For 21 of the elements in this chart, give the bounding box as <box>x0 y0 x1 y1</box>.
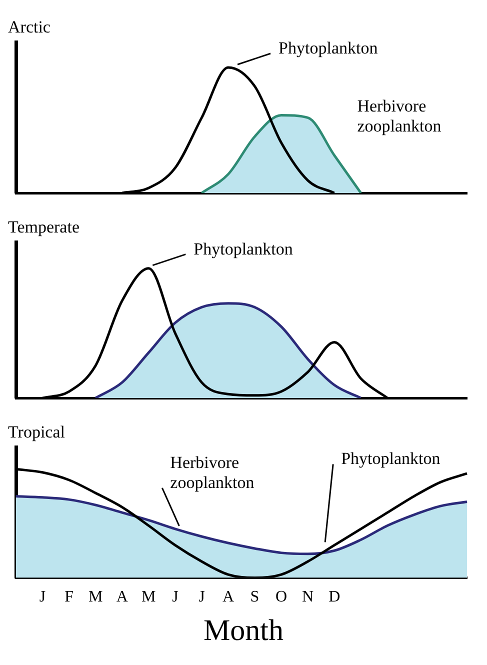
x-tick-label: J <box>39 588 46 606</box>
x-tick-label: O <box>276 588 288 606</box>
chart-title: Temperate <box>8 218 80 237</box>
series-label: Herbivore zooplankton <box>357 96 442 136</box>
x-tick-label: D <box>328 588 340 606</box>
x-tick-label: F <box>64 588 74 606</box>
x-tick-label: N <box>302 588 314 606</box>
x-tick-label: J <box>198 588 205 606</box>
x-tick-label: M <box>88 588 103 606</box>
x-tick-label: A <box>116 588 128 606</box>
x-axis-title: Month <box>202 614 284 648</box>
legend-label: Phytoplankton <box>278 38 378 58</box>
x-tick-label: A <box>222 588 234 606</box>
chart-title: Arctic <box>8 18 51 37</box>
series-label: Phytoplankton <box>341 449 441 468</box>
x-tick-label: M <box>142 588 156 606</box>
legend-label: Phytoplankton <box>194 239 294 258</box>
x-tick-label: S <box>250 588 260 606</box>
x-tick-label: J <box>172 588 178 606</box>
series-label: Herbivore zooplankton <box>170 452 255 492</box>
chart-title: Tropical <box>8 422 66 442</box>
